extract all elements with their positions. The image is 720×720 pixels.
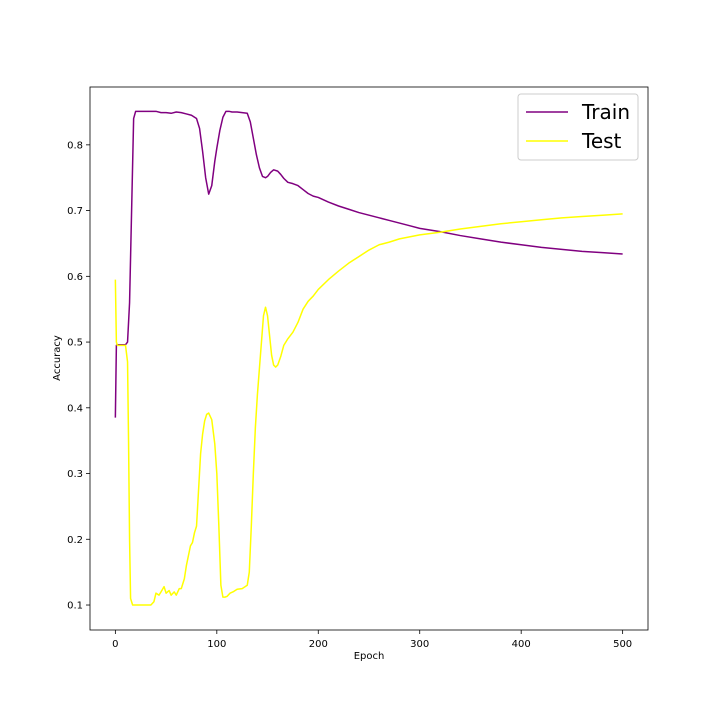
x-tick-label: 300 (410, 639, 429, 650)
plot-frame (89, 86, 649, 631)
series-layer (114, 110, 623, 606)
x-axis-ticks: 0 100 200 300 400 500 (112, 630, 632, 650)
x-tick-label: 500 (613, 639, 632, 650)
y-tick-label: 0.5 (67, 338, 83, 349)
y-tick-label: 0.4 (67, 403, 83, 414)
series-line-test (114, 213, 623, 606)
legend-frame (517, 93, 639, 161)
x-tick-label: 200 (309, 639, 328, 650)
y-axis-ticks: 0.1 0.2 0.3 0.4 0.5 0.6 0.7 0.8 (67, 140, 90, 612)
legend-train-label: Train (581, 100, 630, 124)
y-tick-label: 0.8 (67, 140, 83, 151)
y-axis-label: Accuracy (52, 335, 63, 381)
x-tick-label: 100 (207, 639, 226, 650)
x-tick-label: 400 (512, 639, 531, 650)
legend-test-label: Test (581, 129, 622, 153)
y-tick-label: 0.6 (67, 272, 83, 283)
series-line-train (114, 110, 623, 418)
x-axis-label: Epoch (354, 651, 385, 662)
y-tick-label: 0.3 (67, 469, 83, 480)
legend: Train Test (517, 93, 639, 161)
y-tick-label: 0.7 (67, 206, 83, 217)
y-tick-label: 0.1 (67, 601, 83, 612)
y-tick-label: 0.2 (67, 535, 83, 546)
x-tick-label: 0 (112, 639, 118, 650)
